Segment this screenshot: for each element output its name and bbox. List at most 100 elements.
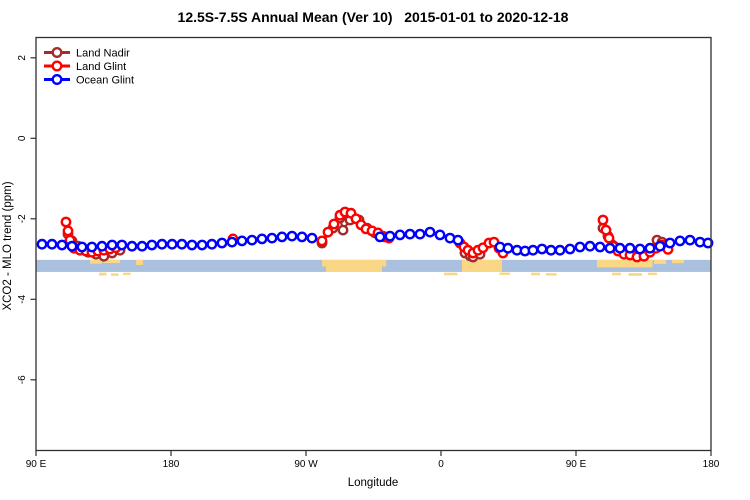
- legend-label: Land Glint: [76, 61, 126, 73]
- legend-marker: [51, 47, 63, 59]
- map-strip-land-patch: [382, 259, 387, 267]
- chart-title: 12.5S-7.5S Annual Mean (Ver 10) 2015-01-…: [178, 9, 569, 25]
- data-point-marker: [62, 225, 74, 237]
- data-point-marker: [545, 244, 557, 256]
- series-ocean-glint: [36, 226, 714, 257]
- data-point-marker: [404, 228, 416, 240]
- data-point-marker: [66, 240, 78, 252]
- map-strip-land-patch: [111, 273, 119, 276]
- data-point-marker: [286, 230, 298, 242]
- legend-item: Land Nadir: [44, 47, 130, 59]
- y-axis-title: XCO2 - MLO trend (ppm): [2, 181, 14, 310]
- plot-border: [35, 36, 712, 452]
- data-point-marker: [502, 242, 514, 254]
- data-point-marker: [176, 238, 188, 250]
- map-strip-land-patch: [322, 259, 326, 267]
- data-point-marker: [56, 239, 68, 251]
- data-point-marker: [236, 235, 248, 247]
- data-point-marker: [394, 229, 406, 241]
- data-point-marker: [256, 233, 268, 245]
- data-point-marker: [684, 234, 696, 246]
- map-strip-land-patch: [597, 259, 653, 268]
- data-point-marker: [146, 239, 158, 251]
- data-point-marker: [654, 240, 666, 252]
- data-point-marker: [246, 234, 258, 246]
- data-point-marker: [434, 229, 446, 241]
- map-strip-land-patch: [90, 259, 102, 264]
- legend-item: Ocean Glint: [44, 73, 134, 86]
- data-point-marker: [424, 226, 436, 238]
- map-strip-land-patch: [325, 259, 383, 272]
- data-point-marker: [76, 241, 88, 253]
- data-point-marker: [337, 224, 349, 236]
- y-tick-label: 0: [17, 135, 28, 141]
- data-point-marker: [644, 242, 656, 254]
- x-tick-label: 180: [703, 459, 720, 470]
- data-point-marker: [597, 214, 609, 226]
- data-point-marker: [664, 237, 676, 249]
- data-point-marker: [106, 239, 118, 251]
- data-point-marker: [702, 237, 714, 249]
- data-point-marker: [86, 241, 98, 253]
- data-point-marker: [166, 238, 178, 250]
- series-land-nadir: [62, 212, 668, 263]
- x-tick-label: 90 W: [294, 459, 318, 470]
- data-point-marker: [384, 230, 396, 242]
- data-point-marker: [306, 232, 318, 244]
- x-tick-label: 90 E: [26, 459, 47, 470]
- data-point-marker: [674, 235, 686, 247]
- axes: 90 E 180 90 W 0 90 E 180 2 0 -2 -4 -6: [17, 36, 720, 470]
- data-point-marker: [536, 243, 548, 255]
- data-point-marker: [316, 235, 328, 247]
- x-tick-label: 180: [163, 459, 180, 470]
- map-strip-land-patch: [499, 272, 510, 275]
- map-strip-land-patch: [99, 272, 107, 276]
- data-series: [36, 206, 714, 263]
- data-point-marker: [603, 232, 615, 244]
- legend-label: Land Nadir: [76, 47, 130, 59]
- legend-marker: [51, 60, 63, 72]
- y-tick-label: 2: [17, 55, 28, 61]
- map-strip-land-patch: [462, 259, 503, 272]
- x-tick-label: 0: [438, 459, 444, 470]
- data-point-marker: [527, 244, 539, 256]
- data-point-marker: [634, 243, 646, 255]
- data-point-marker: [296, 231, 308, 243]
- data-point-marker: [156, 238, 168, 250]
- data-point-marker: [594, 241, 606, 253]
- data-point-marker: [60, 216, 72, 228]
- data-point-marker: [96, 240, 108, 252]
- x-axis-title: Longitude: [348, 477, 399, 489]
- data-point-marker: [604, 242, 616, 254]
- data-point-marker: [206, 238, 218, 250]
- y-tick-label: -2: [17, 214, 28, 223]
- data-point-marker: [328, 218, 340, 230]
- data-point-marker: [186, 239, 198, 251]
- map-strip-land-patch: [531, 272, 540, 276]
- map-strip-land-patch: [444, 272, 458, 276]
- map-strip-land-patch: [123, 272, 131, 276]
- map-strip-land-patch: [654, 259, 666, 264]
- data-point-marker: [116, 239, 128, 251]
- data-point-marker: [266, 232, 278, 244]
- data-point-marker: [36, 238, 48, 250]
- data-point-marker: [276, 231, 288, 243]
- data-point-marker: [136, 240, 148, 252]
- map-strip-land-patch: [612, 272, 621, 276]
- legend-label: Ocean Glint: [76, 74, 134, 86]
- map-strip-land-patch: [136, 259, 143, 265]
- map-strip: [36, 259, 711, 276]
- data-point-marker: [46, 238, 58, 250]
- legend-item: Land Glint: [44, 60, 126, 73]
- legend-marker: [51, 73, 63, 85]
- data-point-marker: [196, 239, 208, 251]
- data-point-marker: [584, 240, 596, 252]
- map-strip-land-patch: [672, 259, 684, 264]
- data-point-marker: [564, 243, 576, 255]
- data-point-marker: [614, 242, 626, 254]
- data-point-marker: [226, 236, 238, 248]
- map-strip-land-patch: [546, 273, 557, 276]
